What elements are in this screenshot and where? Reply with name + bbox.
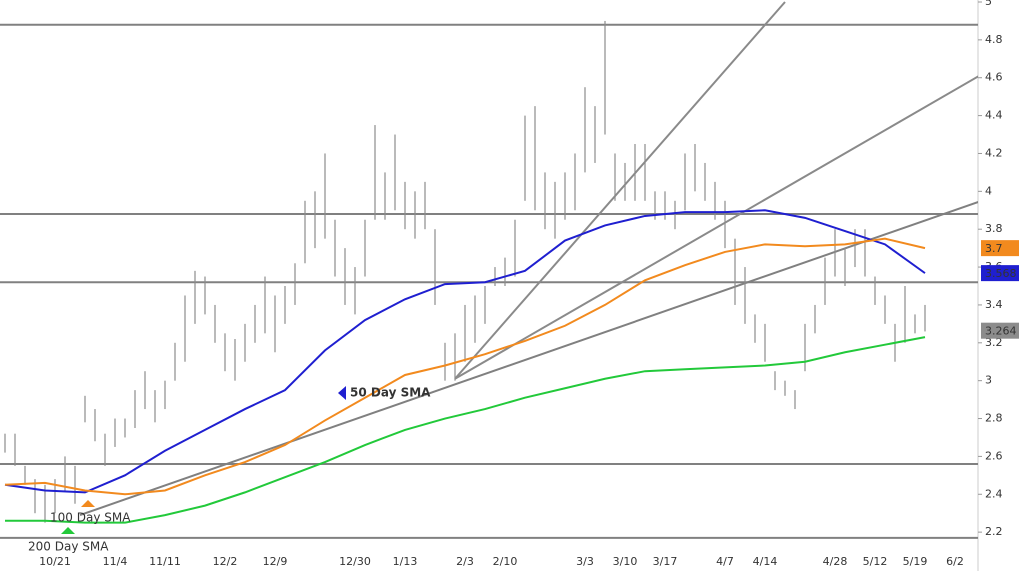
x-tick-label: 11/4 xyxy=(103,555,128,568)
x-tick-label: 3/10 xyxy=(613,555,638,568)
last-value-label: 3.7 xyxy=(985,242,1003,255)
y-tick-label: 2.8 xyxy=(985,412,1003,425)
y-tick-label: 4.2 xyxy=(985,146,1003,159)
annotation-arrow xyxy=(81,500,95,507)
last-value-tag xyxy=(981,322,1019,339)
x-tick-label: 2/10 xyxy=(493,555,518,568)
y-tick-label: 4.8 xyxy=(985,33,1003,46)
y-tick-label: 4 xyxy=(985,184,992,197)
x-tick-label: 1/13 xyxy=(393,555,418,568)
x-tick-label: 5/12 xyxy=(863,555,888,568)
x-tick-label: 10/21 xyxy=(39,555,71,568)
y-tick-label: 3 xyxy=(985,374,992,387)
y-tick-label: 2.6 xyxy=(985,449,1003,462)
x-tick-label: 4/28 xyxy=(823,555,848,568)
y-tick-label: 3.4 xyxy=(985,298,1003,311)
series-name: 200 Day SMA xyxy=(28,540,109,554)
x-tick-label: 12/9 xyxy=(263,555,288,568)
x-tick-label: 11/11 xyxy=(149,555,181,568)
y-tick-label: 3.2 xyxy=(985,336,1003,349)
annotation-arrow xyxy=(338,386,346,400)
x-tick-label: 12/30 xyxy=(339,555,371,568)
x-tick-label: 4/14 xyxy=(753,555,778,568)
series-name: 100 Day SMA xyxy=(50,511,131,525)
annotation-arrow xyxy=(61,527,75,534)
x-tick-label: 12/2 xyxy=(213,555,238,568)
trend-line xyxy=(454,1,786,380)
y-tick-label: 5 xyxy=(985,0,992,8)
y-tick-label: 2.2 xyxy=(985,525,1003,538)
last-value-label: 3.264 xyxy=(985,325,1017,338)
y-tick-label: 2.4 xyxy=(985,487,1003,500)
axes: 2.22.42.62.833.23.43.63.844.24.44.64.851… xyxy=(28,0,1019,568)
x-tick-label: 2/3 xyxy=(456,555,474,568)
last-value-label: 3.568 xyxy=(985,267,1017,280)
plot-area xyxy=(0,1,978,539)
x-tick-label: 3/3 xyxy=(576,555,594,568)
sma-line xyxy=(4,209,926,494)
y-tick-label: 4.4 xyxy=(985,109,1003,122)
y-tick-label: 3.8 xyxy=(985,222,1003,235)
sma-line xyxy=(5,336,926,524)
x-tick-label: 6/2 xyxy=(946,555,964,568)
sma-line xyxy=(4,237,926,496)
x-tick-label: 4/7 xyxy=(716,555,734,568)
y-tick-label: 4.6 xyxy=(985,71,1003,84)
series-name: 50 Day SMA xyxy=(350,386,431,400)
x-tick-label: 5/19 xyxy=(903,555,928,568)
last-value-tag xyxy=(981,240,1019,257)
trend-line xyxy=(454,75,978,380)
last-value-tag xyxy=(981,265,1019,282)
x-tick-label: 3/17 xyxy=(653,555,678,568)
